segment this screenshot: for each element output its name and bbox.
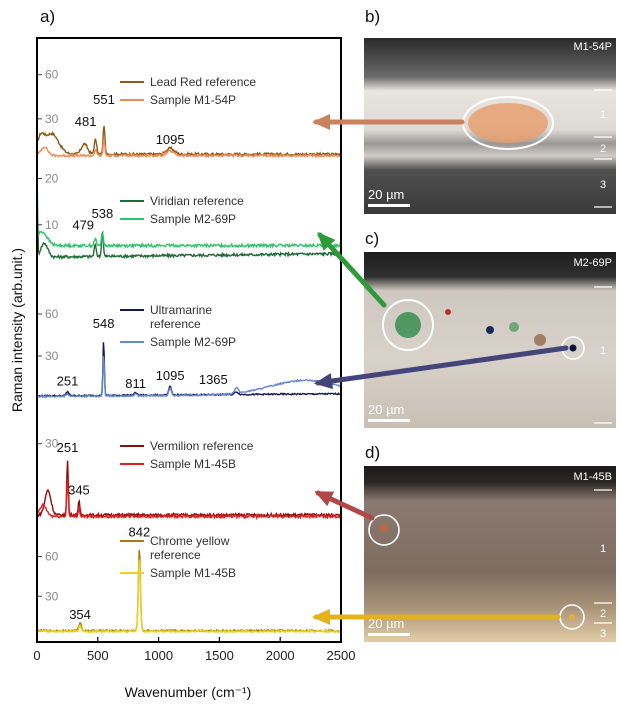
sample-tag-b: M1-54P xyxy=(573,41,612,53)
y-tick-label-viridian-10: 10 xyxy=(45,218,59,232)
micrograph-b: M1-54P 1 2 3 20 µm xyxy=(364,38,616,214)
sample-tag-d: M1-45B xyxy=(573,471,612,483)
micrograph-c: M2-69P 1 20 µm xyxy=(364,252,616,428)
series-vermilion-1 xyxy=(37,478,342,521)
peak-label-ultramarine-1: 251 xyxy=(57,373,79,388)
peak-label-lead-1: 481 xyxy=(75,114,97,129)
y-tick-label-ultramarine-60: 60 xyxy=(45,307,59,321)
highlight-circle-c1 xyxy=(382,299,434,351)
x-tick-label-2000: 2000 xyxy=(266,648,295,663)
y-tick-label-chrome-60: 60 xyxy=(45,550,59,564)
arrow-c-blue-head xyxy=(314,373,333,389)
arrow-c-blue xyxy=(315,345,569,386)
legend-label-vermilion-0-0: Vermilion reference xyxy=(150,439,254,453)
y-tick-label-lead-30: 30 xyxy=(45,112,59,126)
x-tick-label-1000: 1000 xyxy=(144,648,173,663)
peak-label-vermilion-0: 251 xyxy=(57,440,79,455)
series-viridian-1 xyxy=(36,230,342,250)
peak-label-viridian-1: 479 xyxy=(72,217,94,232)
peak-label-lead-2: 1095 xyxy=(156,132,185,147)
series-lead-1 xyxy=(36,138,341,159)
arrow-d-yellow-head xyxy=(312,609,330,625)
legend-label-ultramarine-1-0: Sample M2-69P xyxy=(150,335,236,349)
arrow-c-green xyxy=(317,232,387,308)
peak-label-ultramarine-4: 1365 xyxy=(199,372,228,387)
x-tick-label-2500: 2500 xyxy=(327,648,356,663)
legend-label-viridian-0-0: Viridian reference xyxy=(150,194,244,208)
series-chrome-1 xyxy=(36,559,341,634)
legend-label-lead-0-0: Lead Red reference xyxy=(150,75,256,89)
legend-label-viridian-1-0: Sample M2-69P xyxy=(150,212,236,226)
micrograph-c-image xyxy=(364,252,616,428)
scale-bar-b xyxy=(368,204,410,207)
peak-label-vermilion-1: 345 xyxy=(68,482,90,497)
x-tick-label-0: 0 xyxy=(33,648,40,663)
sample-tag-c: M2-69P xyxy=(573,257,612,269)
layer-label-d3: 3 xyxy=(600,628,606,640)
plot-frame xyxy=(36,37,342,643)
arrow-c-green-head xyxy=(317,232,336,251)
micrograph-d: M1-45B 1 2 3 20 µm xyxy=(364,466,616,642)
y-tick-label-ultramarine-30: 30 xyxy=(45,349,59,363)
layer-label-b2: 2 xyxy=(600,143,606,155)
y-tick-label-lead-60: 60 xyxy=(45,68,59,82)
peak-label-viridian-0: 538 xyxy=(92,206,114,221)
legend-label-vermilion-1-0: Sample M1-45B xyxy=(150,457,236,471)
x-tick-label-500: 500 xyxy=(87,648,109,663)
y-tick-label-chrome-30: 30 xyxy=(45,589,59,603)
linking-arrows xyxy=(312,114,569,625)
peak-label-chrome-0: 842 xyxy=(129,525,151,540)
peak-label-lead-0: 551 xyxy=(93,92,115,107)
y-tick-label-viridian-20: 20 xyxy=(45,172,59,186)
legend-label-chrome-0-0: Chrome yellow xyxy=(150,534,230,548)
scale-bar-c xyxy=(368,419,410,422)
x-axis-title: Wavenumber (cm⁻¹) xyxy=(125,684,252,700)
series-ultramarine-0 xyxy=(36,342,341,398)
peak-label-ultramarine-2: 811 xyxy=(125,376,146,391)
layer-label-b1: 1 xyxy=(600,109,606,121)
scale-bar-label-d: 20 µm xyxy=(368,616,404,631)
scale-bar-d xyxy=(368,633,410,636)
blue-particle xyxy=(569,344,577,352)
x-tick-label-1500: 1500 xyxy=(205,648,234,663)
series-lead-0 xyxy=(36,125,342,158)
arrow-b-head xyxy=(312,114,330,130)
peak-label-ultramarine-3: 1095 xyxy=(156,368,185,383)
x-axis: 0 500 1000 1500 2000 2500 xyxy=(33,637,355,663)
layer-label-b3: 3 xyxy=(600,179,606,191)
legend-label-ultramarine-0-0: Ultramarine xyxy=(150,303,212,317)
layer-label-d1: 1 xyxy=(600,543,606,555)
highlight-circle-d1 xyxy=(368,514,400,546)
peak-label-chrome-1: 354 xyxy=(69,607,91,622)
series-ultramarine-1 xyxy=(36,356,341,399)
arrow-d-red-head xyxy=(314,491,335,507)
peak-label-ultramarine-0: 548 xyxy=(93,316,115,331)
legend-label-chrome-1-0: Sample M1-45B xyxy=(150,566,236,580)
green-particle xyxy=(395,312,421,338)
panel-label-a: a) xyxy=(40,7,55,26)
legend-label-lead-1-0: Sample M1-54P xyxy=(150,93,236,107)
series-viridian-0 xyxy=(36,164,342,260)
micrograph-d-image xyxy=(364,466,616,642)
y-tick-label-vermilion-30: 30 xyxy=(45,437,59,451)
panel-label-d: d) xyxy=(365,443,380,462)
orange-particle xyxy=(468,103,548,143)
y-axis-title: Raman intensity (arb.unit.) xyxy=(9,248,25,412)
panel-label-c: c) xyxy=(365,229,379,248)
layer-label-d2: 2 xyxy=(600,608,606,620)
legend-label-ultramarine-0-1: reference xyxy=(150,317,201,331)
scale-bar-label-c: 20 µm xyxy=(368,402,404,417)
scale-bar-label-b: 20 µm xyxy=(368,187,404,202)
layer-label-c1: 1 xyxy=(600,345,606,357)
panel-label-b: b) xyxy=(365,7,380,26)
legend-label-chrome-0-1: reference xyxy=(150,548,201,562)
